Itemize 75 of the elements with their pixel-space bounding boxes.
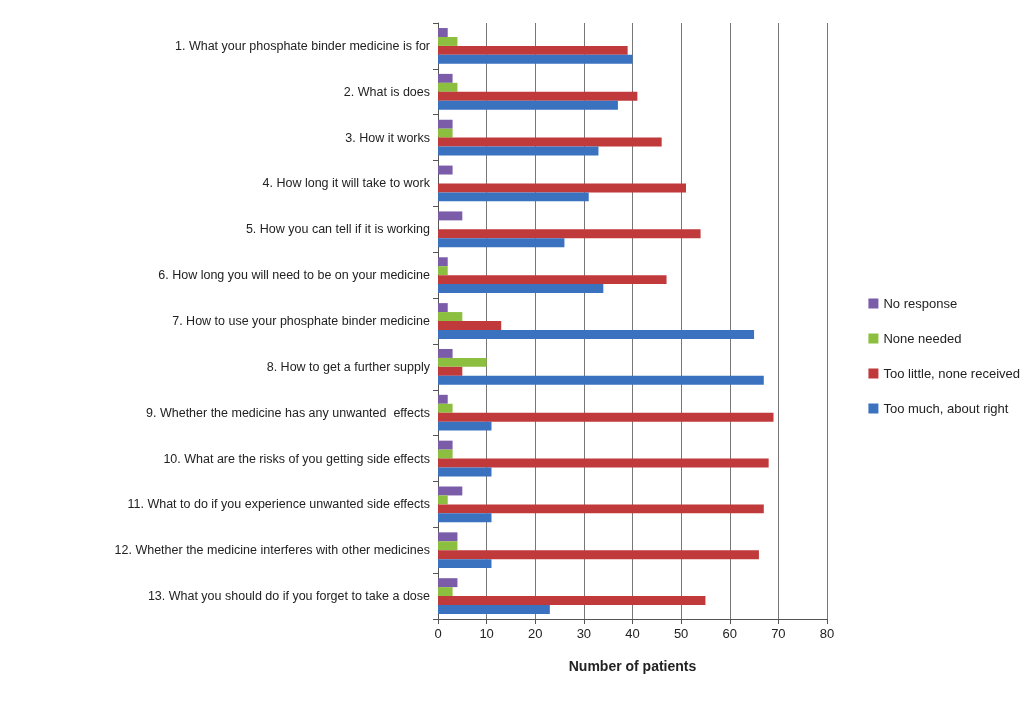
bar	[438, 403, 453, 413]
y-tick-label: 2. What is does	[343, 84, 430, 99]
bar	[438, 421, 492, 431]
bar	[438, 275, 667, 285]
bar	[438, 440, 453, 450]
bar	[438, 394, 448, 404]
x-tick-label: 70	[771, 626, 786, 641]
bar	[438, 238, 565, 248]
bar	[438, 257, 448, 267]
bar	[438, 28, 448, 37]
y-tick-label: 3. How it works	[345, 130, 430, 145]
bar	[438, 312, 463, 321]
bar	[438, 266, 448, 276]
bar	[438, 165, 453, 175]
legend-label: None needed	[883, 331, 962, 346]
bar	[438, 229, 701, 239]
y-tick-label: 13. What you should do if you forget to take a dose	[147, 589, 431, 604]
x-tick-label: 60	[722, 626, 737, 641]
bar	[438, 541, 458, 551]
legend-label: Too little, none received	[883, 366, 1021, 381]
x-tick-label: 40	[625, 626, 640, 641]
bar	[438, 578, 458, 588]
bar	[438, 550, 759, 560]
x-axis-title: Number of patients	[568, 658, 697, 674]
bar	[438, 36, 458, 46]
bar	[438, 348, 453, 358]
bar	[438, 596, 706, 606]
y-tick-label: 9. Whether the medicine has any unwanted effects	[146, 405, 430, 420]
bar	[438, 532, 458, 542]
x-tick-label: 30	[576, 626, 592, 641]
legend-label: Too much, about right	[883, 401, 1009, 416]
bar	[438, 375, 764, 385]
bar	[438, 45, 628, 55]
bar	[438, 504, 764, 514]
bar	[438, 54, 633, 64]
legend-label: No response	[883, 296, 958, 311]
y-tick-label: 6. How long you will need to be on your medicine	[158, 268, 431, 283]
y-tick-label: 1. What your phosphate binder medicine is for	[175, 38, 430, 53]
bar	[438, 192, 589, 202]
bar	[438, 366, 463, 376]
y-tick-label: 12. Whether the medicine interferes with other medicines	[114, 543, 430, 558]
bar	[438, 605, 550, 614]
y-tick-label: 4. How long it will take to work	[262, 176, 431, 191]
x-tick-label: 50	[673, 626, 689, 641]
y-tick-label: 7. How to use your phosphate binder medicine	[172, 314, 431, 328]
y-tick-label: 11. What to do if you experience unwanted side effects	[127, 497, 430, 512]
bar	[438, 458, 769, 468]
bar	[438, 303, 448, 313]
bar	[438, 467, 492, 477]
bar	[438, 100, 618, 110]
bar	[438, 412, 774, 422]
bar	[438, 73, 453, 83]
y-tick-label: 5. How you can tell if it is working	[245, 222, 431, 237]
bar	[438, 128, 453, 138]
bar	[438, 183, 686, 193]
bar	[438, 587, 453, 597]
x-tick-label: 10	[479, 626, 494, 641]
y-tick-label: 8. How to get a further supply	[266, 359, 431, 374]
bar	[438, 357, 487, 367]
bar	[438, 91, 638, 101]
bar	[438, 137, 662, 147]
x-tick-label: 20	[528, 626, 543, 641]
bar	[438, 211, 463, 221]
bar	[438, 321, 502, 330]
bar	[438, 119, 453, 129]
bar	[438, 559, 492, 569]
x-tick-label: 80	[819, 626, 835, 641]
y-tick-label: 10. What are the risks of you getting side effects	[163, 451, 430, 466]
x-tick-label: 0	[434, 626, 442, 641]
bar	[438, 329, 755, 339]
bar	[438, 82, 458, 92]
bar	[438, 513, 492, 523]
bar	[438, 284, 604, 294]
bar	[438, 449, 453, 459]
bar	[438, 495, 448, 505]
